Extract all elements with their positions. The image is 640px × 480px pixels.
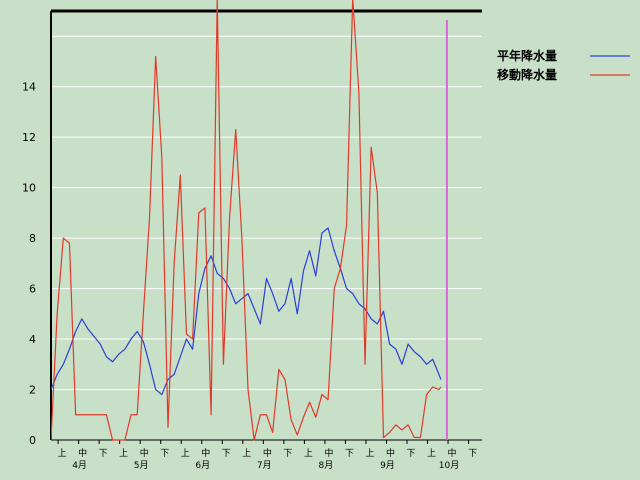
x-tick-layer: 上中下上中下上中下上中下上中下上中下上中下4月 5月 6月 7月 8月 9月 10月 [58, 440, 477, 471]
x-dekad-label: 上 [365, 448, 374, 459]
x-dekad-label: 下 [407, 449, 416, 459]
y-tick-label: 0 [29, 434, 36, 447]
x-dekad-label: 中 [448, 447, 457, 459]
x-dekad-label: 中 [201, 447, 210, 459]
legend-label: 平年降水量 [497, 48, 557, 63]
x-dekad-label: 下 [345, 449, 354, 459]
legend-label: 移動降水量 [497, 67, 557, 82]
y-tick-label: 4 [29, 333, 36, 346]
x-month-label: 8月 [318, 460, 333, 471]
grid-layer [51, 35, 482, 391]
x-dekad-label: 上 [427, 448, 436, 459]
x-month-label: 9月 [380, 460, 395, 471]
x-month-label: 5月 [134, 460, 149, 471]
frame-layer [50, 9, 482, 441]
x-dekad-label: 中 [324, 447, 333, 459]
x-dekad-label: 上 [181, 448, 190, 459]
y-tick-label: 12 [22, 131, 36, 144]
x-dekad-label: 中 [263, 447, 272, 459]
y-tick-layer: 0 2 4 6 8 10 12 14 [22, 81, 36, 447]
x-month-label: 10月 [439, 460, 459, 471]
x-dekad-label: 上 [242, 448, 251, 459]
y-tick-label: 14 [22, 81, 36, 94]
x-dekad-label: 中 [140, 447, 149, 459]
x-dekad-label: 下 [160, 449, 169, 459]
x-dekad-label: 下 [222, 449, 231, 459]
y-tick-label: 2 [29, 384, 36, 397]
x-dekad-label: 上 [58, 448, 67, 459]
y-tick-label: 10 [22, 182, 36, 195]
x-month-label: 7月 [257, 460, 272, 471]
series-line-0 [51, 227, 442, 396]
y-tick-label: 6 [29, 283, 36, 296]
series-layer [51, 0, 448, 441]
x-dekad-label: 上 [304, 448, 313, 459]
x-month-label: 4月 [72, 460, 87, 471]
x-dekad-label: 下 [468, 449, 477, 459]
series-line-1 [51, 0, 442, 441]
x-dekad-label: 下 [99, 449, 108, 459]
x-dekad-label: 下 [283, 449, 292, 459]
x-dekad-label: 上 [119, 448, 128, 459]
x-dekad-label: 中 [78, 447, 87, 459]
x-month-label: 6月 [195, 460, 210, 471]
x-dekad-label: 中 [386, 447, 395, 459]
y-tick-label: 8 [29, 232, 36, 245]
